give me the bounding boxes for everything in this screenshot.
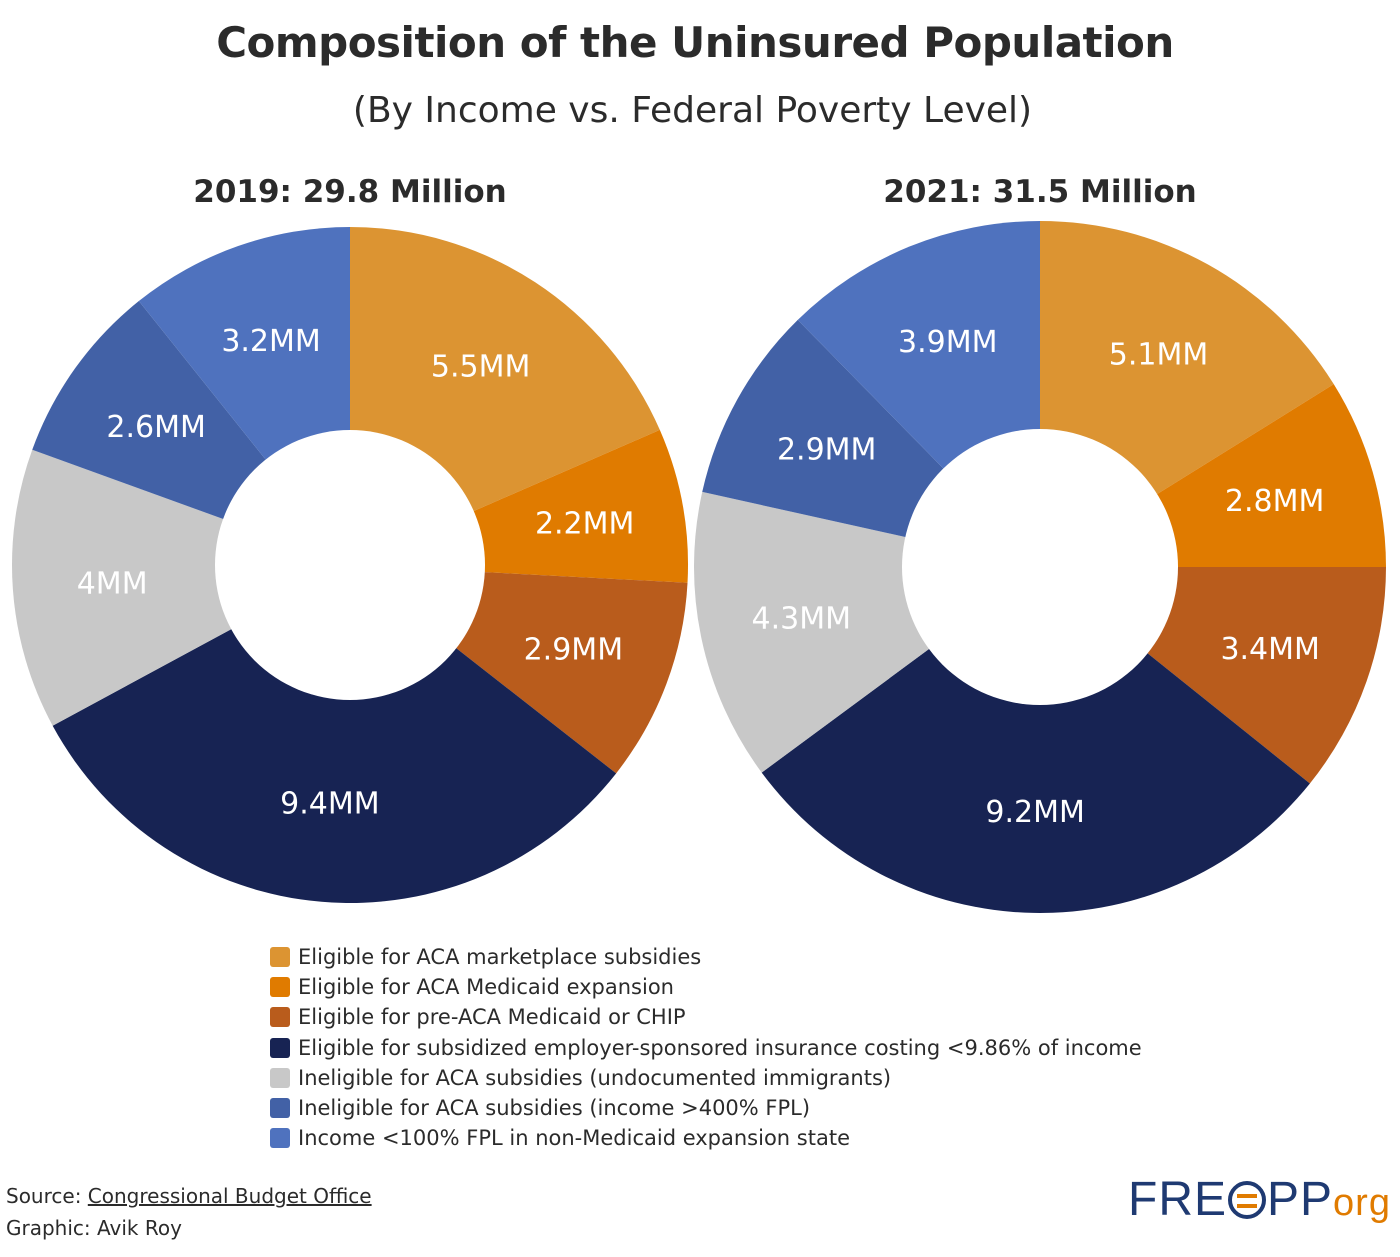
- donut-hole: [215, 430, 485, 700]
- legend-swatch: [270, 1007, 290, 1028]
- freopp-logo[interactable]: FRE PPorg: [1128, 1172, 1391, 1227]
- legend-item: Eligible for subsidized employer-sponsor…: [270, 1033, 1142, 1063]
- donut-hole: [902, 429, 1178, 705]
- logo-o-icon: [1228, 1181, 1266, 1219]
- slice-label: 2.9MM: [524, 633, 623, 668]
- slice-label: 9.4MM: [280, 787, 379, 822]
- slice-label: 2.2MM: [535, 506, 634, 541]
- donut-2019: 5.5MM 2.2MM 2.9MM 9.4MM 4MM 2.6MM 3.2MM: [12, 227, 688, 904]
- slice-label: 4.3MM: [752, 602, 851, 637]
- legend-label: Income <100% FPL in non-Medicaid expansi…: [298, 1126, 850, 1151]
- logo-suffix: org: [1333, 1182, 1391, 1224]
- legend-item: Ineligible for ACA subsidies (undocument…: [270, 1063, 1142, 1093]
- legend-label: Eligible for ACA marketplace subsidies: [298, 945, 702, 970]
- source-block: Source: Congressional Budget Office Grap…: [6, 1180, 372, 1244]
- legend-swatch: [270, 947, 290, 968]
- legend-label: Ineligible for ACA subsidies (income >40…: [298, 1096, 811, 1121]
- legend-swatch: [270, 1037, 290, 1058]
- source-link[interactable]: Congressional Budget Office: [87, 1184, 372, 1208]
- slice-label: 5.1MM: [1109, 338, 1208, 373]
- chart-subtitle: (By Income vs. Federal Poverty Level): [352, 90, 1033, 131]
- legend-item: Ineligible for ACA subsidies (income >40…: [270, 1093, 1142, 1123]
- legend-label: Eligible for subsidized employer-sponsor…: [298, 1035, 1142, 1060]
- slice-label: 2.9MM: [777, 433, 876, 468]
- slice-label: 2.8MM: [1225, 484, 1324, 519]
- legend-swatch: [270, 1098, 290, 1119]
- legend-label: Eligible for ACA Medicaid expansion: [298, 975, 674, 1000]
- donut-slice: [761, 567, 1310, 913]
- legend-swatch: [270, 1128, 290, 1149]
- legend-label: Ineligible for ACA subsidies (undocument…: [298, 1065, 892, 1090]
- chart-title: Composition of the Uninsured Population: [216, 18, 1174, 67]
- donut-slice: [12, 449, 351, 726]
- donut-2021: 5.1MM 2.8MM 3.4MM 9.2MM 4.3MM 2.9MM 3.9MM: [694, 221, 1386, 913]
- source-line: Source: Congressional Budget Office: [6, 1180, 372, 1212]
- legend-item: Eligible for pre-ACA Medicaid or CHIP: [270, 1002, 1142, 1032]
- slice-label: 2.6MM: [106, 410, 205, 445]
- legend-swatch: [270, 977, 290, 998]
- logo-part2: PP: [1267, 1173, 1334, 1226]
- slice-label: 3.4MM: [1220, 632, 1319, 667]
- legend-label: Eligible for pre-ACA Medicaid or CHIP: [298, 1005, 686, 1030]
- legend-item: Eligible for ACA marketplace subsidies: [270, 942, 1142, 972]
- slice-label: 5.5MM: [431, 349, 530, 384]
- logo-part1: FRE: [1128, 1173, 1227, 1226]
- legend-item: Eligible for ACA Medicaid expansion: [270, 972, 1142, 1002]
- source-prefix: Source:: [6, 1184, 88, 1208]
- legend-swatch: [270, 1067, 290, 1088]
- slice-label: 4MM: [77, 567, 148, 602]
- legend: Eligible for ACA marketplace subsidies El…: [270, 942, 1142, 1153]
- donut-2021-title: 2021: 31.5 Million: [883, 174, 1197, 210]
- donut-2019-title: 2019: 29.8 Million: [193, 174, 507, 210]
- donut-charts: 5.5MM 2.2MM 2.9MM 9.4MM 4MM 2.6MM 3.2MM 5.1MM 2.…: [12, 221, 1386, 913]
- slice-label: 3.9MM: [898, 325, 997, 360]
- donut-slice: [52, 565, 617, 904]
- legend-item: Income <100% FPL in non-Medicaid expansi…: [270, 1123, 1142, 1153]
- graphic-credit: Graphic: Avik Roy: [6, 1216, 182, 1240]
- slice-label: 3.2MM: [221, 324, 320, 359]
- slice-label: 9.2MM: [985, 795, 1084, 830]
